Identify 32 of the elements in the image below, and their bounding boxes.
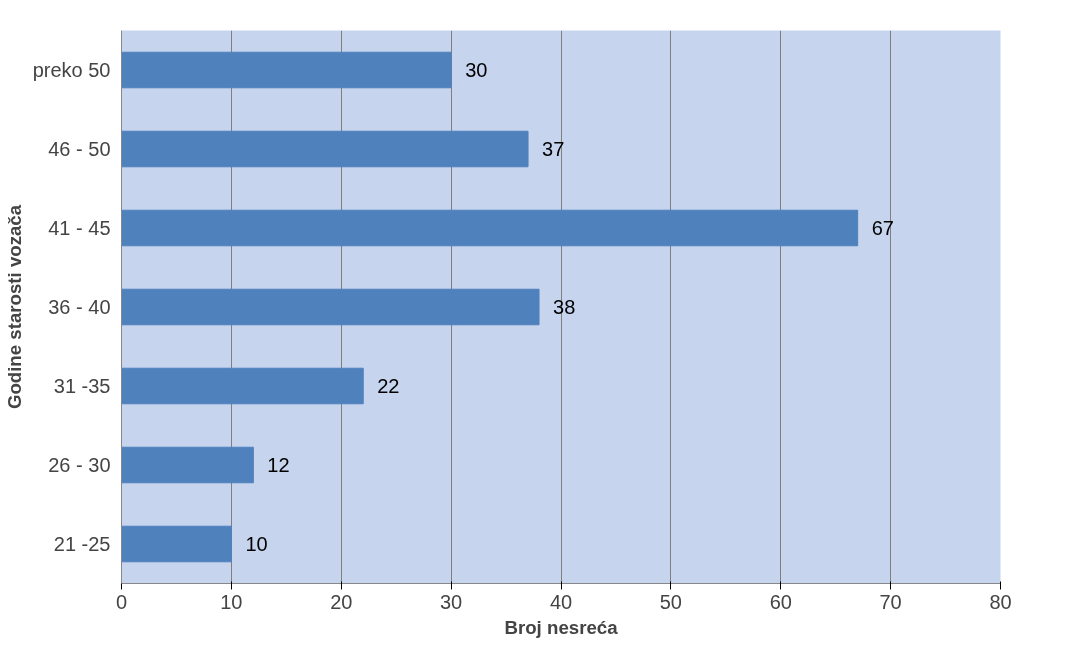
x-tick-label: 10 <box>220 590 243 613</box>
bar <box>121 446 254 484</box>
x-tick-label: 50 <box>659 590 682 613</box>
data-label: 12 <box>267 454 290 476</box>
data-label: 10 <box>245 533 268 555</box>
bar <box>121 367 364 405</box>
data-label: 22 <box>377 375 400 397</box>
bar <box>121 51 452 89</box>
y-tick-label: 31 -35 <box>53 375 111 397</box>
data-label: 67 <box>871 217 894 239</box>
x-tick-label: 80 <box>989 590 1012 613</box>
x-tick-label: 0 <box>115 590 128 613</box>
bar <box>121 525 232 563</box>
y-axis-title: Godine starosti vozača <box>3 204 25 410</box>
bar <box>121 130 529 168</box>
y-tick-label: 46 - 50 <box>48 138 111 160</box>
y-tick-label: 21 -25 <box>53 533 111 555</box>
y-tick-label: preko 50 <box>32 59 111 81</box>
y-tick-label: 41 - 45 <box>48 217 111 239</box>
data-label: 37 <box>542 138 565 160</box>
y-tick-label: 26 - 30 <box>48 454 111 476</box>
bar <box>121 288 540 326</box>
bar <box>121 209 859 247</box>
x-tick-label: 20 <box>330 590 353 613</box>
data-label: 30 <box>465 59 488 81</box>
x-tick-label: 40 <box>549 590 573 613</box>
data-label: 38 <box>553 296 576 318</box>
x-tick-label: 70 <box>879 590 902 613</box>
x-axis-title: Broj nesreća <box>504 616 619 638</box>
x-tick-label: 30 <box>440 590 463 613</box>
x-tick-label: 60 <box>769 590 792 613</box>
y-tick-label: 36 - 40 <box>48 296 111 318</box>
